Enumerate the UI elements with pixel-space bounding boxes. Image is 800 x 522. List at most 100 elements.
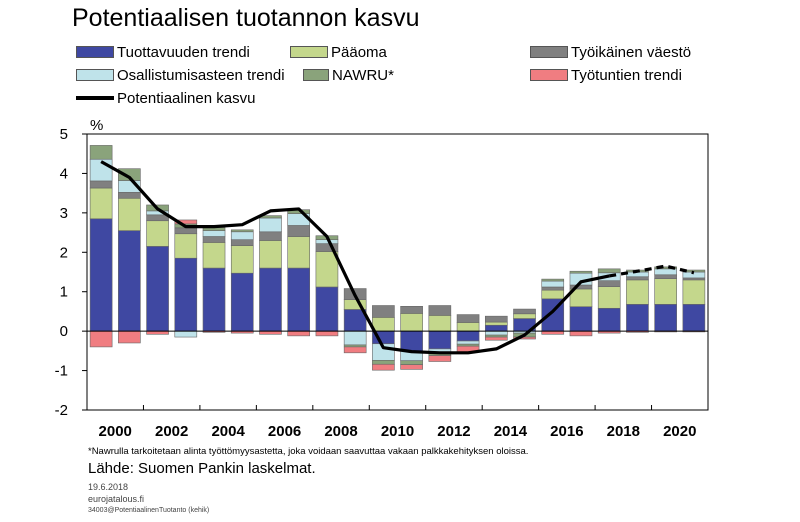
bar-segment: [315, 286, 339, 332]
legend-item-paaoma: Pääoma: [290, 44, 387, 61]
footnote: *Nawrulla tarkoitetaan alinta työttömyys…: [88, 446, 529, 457]
bar-segment: [597, 280, 621, 287]
line-potentiaalinen-kasvu: [100, 160, 610, 355]
legend-label: Pääoma: [331, 44, 387, 61]
bar-segment: [541, 286, 565, 291]
bar-segment: [626, 279, 649, 305]
bar-segment: [118, 197, 141, 231]
bar-segment: [287, 236, 311, 269]
x-tick-label: 2002: [155, 423, 188, 440]
bar-segment: [513, 336, 536, 340]
legend-label: Tuottavuuden trendi: [117, 44, 250, 61]
bar-segment: [89, 187, 113, 220]
bar-segment: [400, 364, 423, 370]
bar-segment: [287, 267, 311, 332]
legend-item-tyotuntien-trendi: Työtuntien trendi: [530, 67, 682, 84]
chart-title: Potentiaalisen tuotannon kasvu: [72, 4, 420, 32]
bar-segment: [541, 280, 565, 288]
bar-segment: [202, 267, 226, 332]
legend-item-nawru: NAWRU*: [303, 67, 394, 84]
y-axis-unit: %: [90, 117, 103, 134]
chart-code-text: 34003@PotentiaalinenTuotanto (kehik): [88, 507, 210, 514]
legend-swatch-nawru: [303, 69, 329, 81]
bar-segment: [513, 308, 536, 315]
bar-segment: [315, 330, 339, 337]
bar-segment: [597, 307, 621, 332]
bar-segment: [513, 313, 536, 319]
bar-segment: [230, 231, 254, 240]
x-tick-label: 2000: [99, 423, 132, 440]
bar-segment: [89, 218, 113, 332]
bar-segment: [202, 236, 226, 243]
bar-segment: [372, 305, 395, 318]
bar-segment: [682, 271, 706, 279]
source-text: Lähde: Suomen Pankin laskelmat.: [88, 460, 316, 477]
y-tick-label: -2: [55, 402, 68, 419]
x-tick-label: 2006: [268, 423, 301, 440]
legend-label: Työikäinen väestö: [571, 44, 692, 61]
plot-frame: [86, 133, 709, 411]
axes-group: 5 4 3 2 1 0 -1 -2% 2000 2002 2004 2006 2008 2010 2012 2…: [55, 117, 709, 440]
bar-segment: [484, 315, 508, 323]
x-tick-label: 2020: [663, 423, 696, 440]
bar-segment: [343, 346, 367, 354]
line-potentiaalinen-kasvu-forecast: [608, 264, 695, 278]
legend-label: NAWRU*: [332, 67, 394, 84]
bar-segment: [428, 330, 452, 350]
bar-segment: [259, 217, 282, 233]
bar-segment: [400, 313, 423, 332]
x-tick-label: 2016: [550, 423, 583, 440]
bar-segment: [597, 268, 621, 274]
bar-segment: [174, 227, 198, 235]
bar-segment: [541, 278, 565, 282]
legend-swatch-osallistumisasteen-trendi: [76, 69, 114, 81]
y-tick-label: 5: [60, 126, 68, 143]
bar-segment: [259, 267, 282, 332]
bar-segment: [541, 289, 565, 300]
y-tick-label: -1: [55, 363, 68, 380]
bar-segment: [174, 330, 198, 338]
bar-segment: [626, 276, 649, 281]
legend-item-tyoikainen-vaesto: Työikäinen väestö: [530, 44, 691, 61]
legend-swatch-tyotuntien-trendi: [530, 69, 568, 81]
y-tick-label: 2: [60, 244, 68, 261]
line-group: [100, 160, 695, 355]
bar-segment: [118, 192, 141, 199]
y-tick-label: 4: [60, 165, 68, 182]
bar-segment: [682, 304, 706, 332]
bar-segment: [118, 230, 141, 332]
legend-line-potentiaalinen-kasvu: [76, 96, 114, 100]
bars-group: [89, 145, 706, 371]
legend-label: Osallistumisasteen trendi: [117, 67, 285, 84]
bar-segment: [174, 233, 198, 259]
bar-segment: [400, 330, 423, 352]
bar-segment: [343, 330, 367, 346]
bar-segment: [654, 268, 677, 276]
bar-segment: [118, 330, 141, 344]
bar-segment: [89, 180, 113, 189]
bar-segment: [456, 314, 480, 323]
bar-segment: [287, 330, 311, 337]
bar-segment: [400, 306, 423, 314]
legend-swatch-tyoikainen-vaesto: [530, 46, 568, 58]
bar-segment: [372, 317, 395, 332]
legend-item-potentiaalinen-kasvu: Potentiaalinen kasvu: [76, 90, 255, 107]
bar-segment: [484, 330, 508, 336]
bar-segment: [654, 274, 677, 280]
bar-segment: [654, 278, 677, 305]
bar-segment: [230, 239, 254, 246]
bar-segment: [146, 246, 169, 332]
bar-segment: [428, 315, 452, 332]
bar-segment: [484, 336, 508, 341]
legend-label: Työtuntien trendi: [571, 67, 682, 84]
y-tick-label: 1: [60, 284, 68, 301]
legend-label: Potentiaalinen kasvu: [117, 90, 256, 107]
site-text: eurojatalous.fi: [88, 494, 145, 504]
bar-segment: [287, 225, 311, 237]
bar-segment: [569, 330, 593, 337]
bar-segment: [230, 245, 254, 274]
bar-segment: [118, 168, 141, 181]
x-tick-label: 2012: [437, 423, 470, 440]
bar-segment: [428, 355, 452, 362]
bar-segment: [654, 266, 677, 270]
